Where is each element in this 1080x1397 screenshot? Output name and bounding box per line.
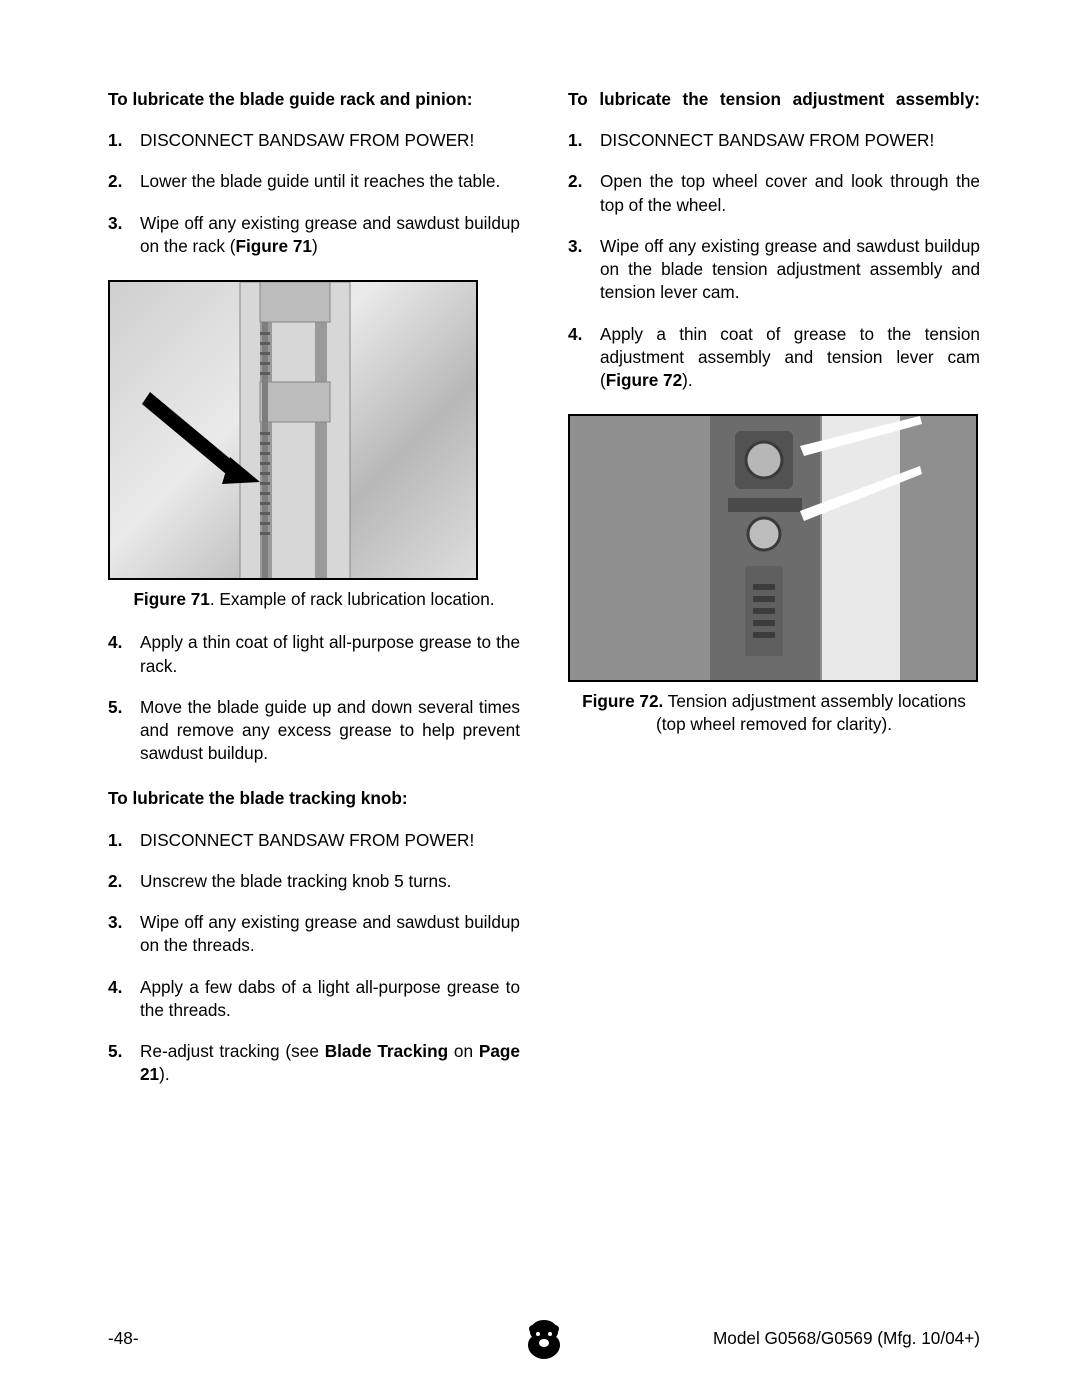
figure-71-caption: Figure 71. Example of rack lubrication l… (108, 588, 520, 611)
figure-caption-text: Tension adjustment assembly locations (t… (656, 691, 966, 734)
figure-label: Figure 72. (582, 691, 663, 711)
xref: Blade Tracking (325, 1041, 448, 1061)
model-info: Model G0568/G0569 (Mfg. 10/04+) (713, 1328, 980, 1349)
step: Apply a thin coat of light all-purpose g… (108, 631, 520, 677)
figure-71-image (108, 280, 478, 580)
step: Wipe off any existing grease and sawdust… (108, 911, 520, 957)
figure-72-image (568, 414, 978, 682)
step-text: Wipe off any existing grease and sawdust… (140, 213, 520, 256)
heading-tension-assembly: To lubricate the tension adjustment asse… (568, 88, 980, 111)
brand-logo-icon (521, 1316, 567, 1362)
figure-ref: Figure 72 (606, 370, 682, 390)
step: Re-adjust tracking (see Blade Tracking o… (108, 1040, 520, 1086)
page-footer: -48- Model G0568/G0569 (Mfg. 10/04+) (108, 1328, 980, 1349)
step: Apply a few dabs of a light all-purpose … (108, 976, 520, 1022)
figure-label: Figure 71 (133, 589, 209, 609)
step: Move the blade guide up and down several… (108, 696, 520, 766)
figure-72-svg (570, 416, 978, 682)
step-text: Re-adjust tracking (see (140, 1041, 325, 1061)
step: Wipe off any existing grease and sawdust… (568, 235, 980, 305)
heading-rack-pinion: To lubricate the blade guide rack and pi… (108, 88, 520, 111)
step: Unscrew the blade tracking knob 5 turns. (108, 870, 520, 893)
step: DISCONNECT BANDSAW FROM POWER! (108, 829, 520, 852)
steps-tension-assembly: DISCONNECT BANDSAW FROM POWER! Open the … (568, 129, 980, 392)
step: Lower the blade guide until it reaches t… (108, 170, 520, 193)
step-text: ). (159, 1064, 170, 1084)
steps-rack-pinion-b: Apply a thin coat of light all-purpose g… (108, 631, 520, 765)
step: DISCONNECT BANDSAW FROM POWER! (568, 129, 980, 152)
page-number: -48- (108, 1328, 139, 1349)
step-text: ) (312, 236, 318, 256)
right-column: To lubricate the tension adjustment asse… (568, 88, 980, 1108)
step: Wipe off any existing grease and sawdust… (108, 212, 520, 258)
step-text: on (448, 1041, 479, 1061)
step: Open the top wheel cover and look throug… (568, 170, 980, 216)
step: DISCONNECT BANDSAW FROM POWER! (108, 129, 520, 152)
heading-tracking-knob: To lubricate the blade tracking knob: (108, 787, 520, 810)
content-columns: To lubricate the blade guide rack and pi… (108, 88, 980, 1108)
left-column: To lubricate the blade guide rack and pi… (108, 88, 520, 1108)
steps-tracking-knob: DISCONNECT BANDSAW FROM POWER! Unscrew t… (108, 829, 520, 1087)
figure-caption-text: . Example of rack lubrication location. (210, 589, 495, 609)
figure-ref: Figure 71 (236, 236, 312, 256)
figure-71-svg (110, 282, 478, 580)
steps-rack-pinion-a: DISCONNECT BANDSAW FROM POWER! Lower the… (108, 129, 520, 258)
step-text: ). (682, 370, 693, 390)
figure-72-caption: Figure 72. Tension adjustment assembly l… (568, 690, 980, 736)
step: Apply a thin coat of grease to the tensi… (568, 323, 980, 393)
